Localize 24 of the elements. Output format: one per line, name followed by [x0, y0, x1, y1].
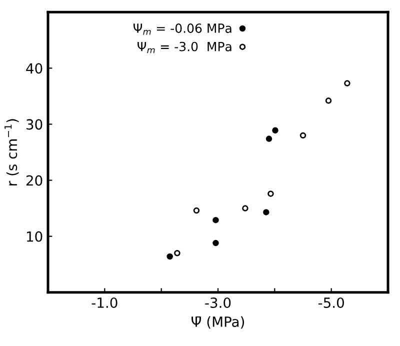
y-tick-label: 40: [26, 63, 42, 74]
y-tick-label: 20: [26, 175, 42, 186]
point: [212, 216, 219, 224]
y-tick-label: 10: [26, 231, 42, 242]
point: [325, 98, 332, 104]
point: [193, 207, 200, 214]
point: [266, 136, 272, 142]
point: [272, 127, 278, 134]
point: [174, 250, 180, 256]
x-axis-title: Ψ̄ (MPa): [192, 316, 244, 329]
y-axis-title: r (s cm$^{−1}$): [4, 119, 19, 186]
x-tick-label: -1.0: [92, 297, 118, 308]
x-tick-label: -3.0: [205, 297, 231, 308]
legend-label: Ψ$_{m}$ = -0.06 MPa: [134, 23, 232, 35]
point: [263, 209, 270, 216]
point: [166, 253, 173, 260]
legend-label: Ψ$_{m}$ = -3.0 MPa: [138, 42, 232, 54]
y-tick-label: 30: [26, 119, 42, 130]
point: [344, 80, 350, 86]
point: [242, 205, 248, 212]
point: [268, 190, 274, 197]
x-tick-label: -5.0: [318, 297, 344, 308]
point: [300, 132, 306, 139]
point: [212, 240, 219, 246]
